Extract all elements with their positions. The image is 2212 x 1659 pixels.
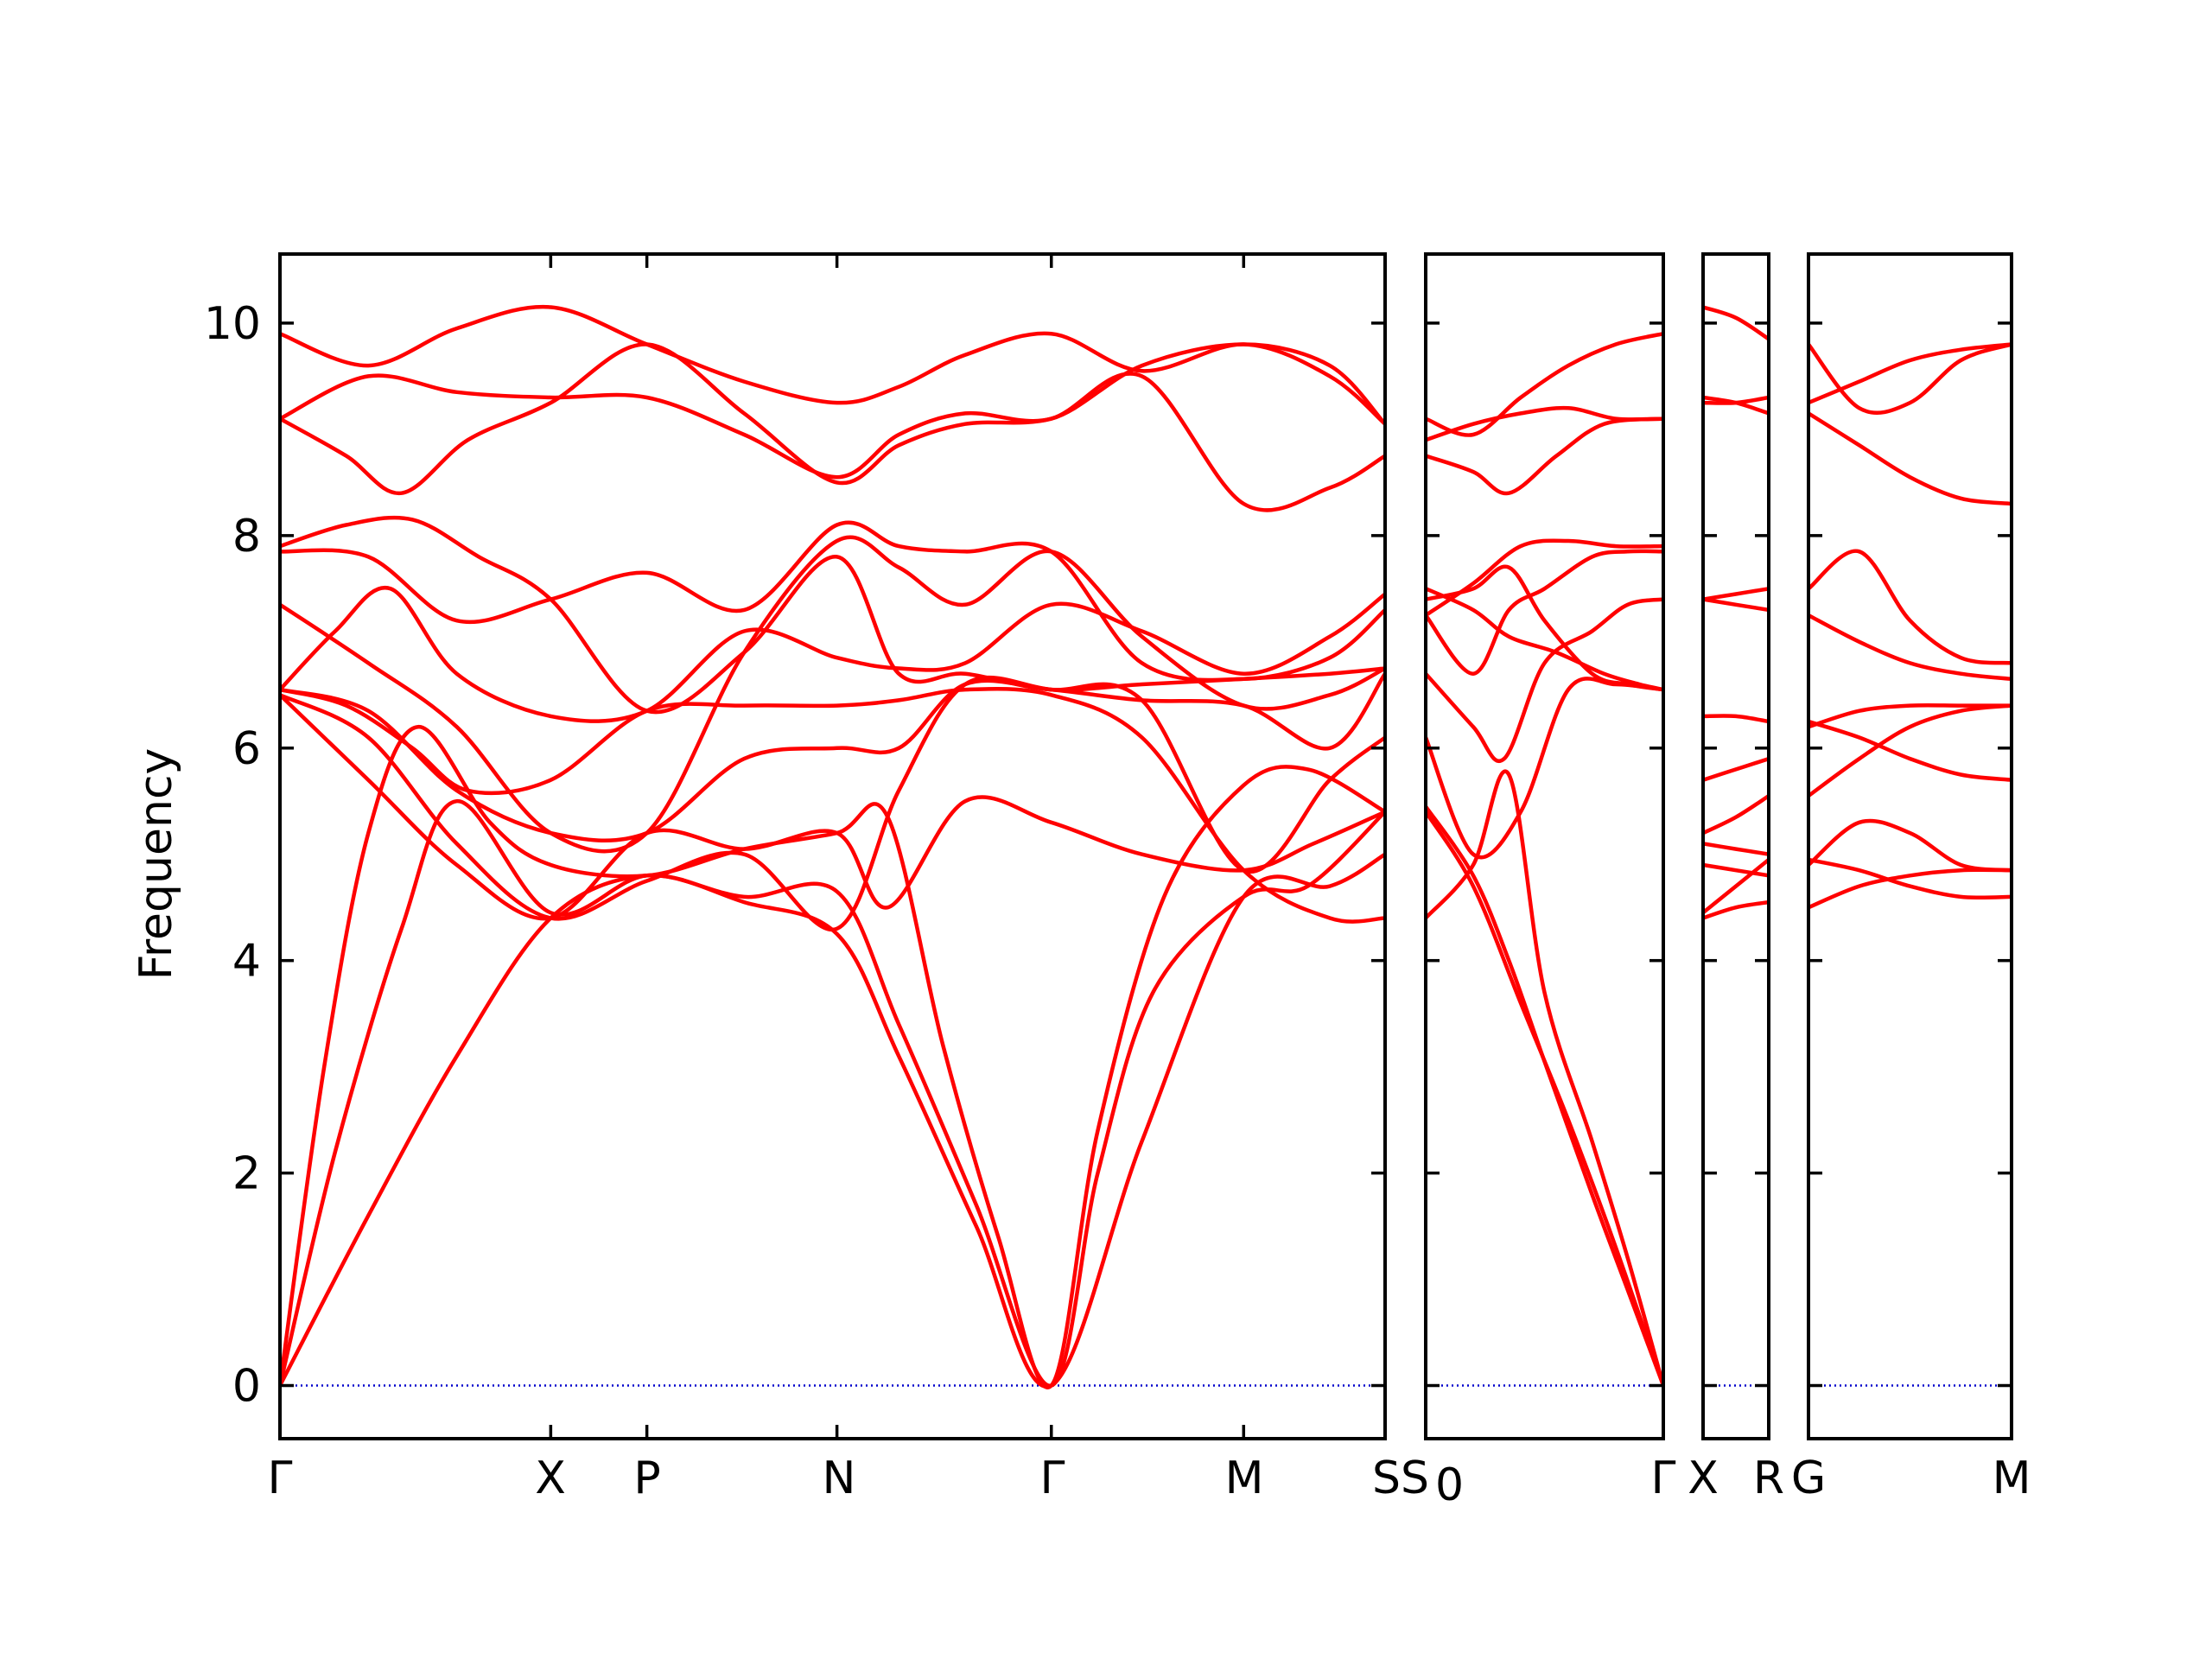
band-line-8 (1703, 597, 1769, 613)
band-line-2 (1703, 857, 1769, 915)
band-line-12 (1703, 305, 1769, 341)
x-label: X (1688, 1452, 1719, 1504)
band-line-4 (1808, 703, 2012, 798)
band-line-4 (280, 693, 1385, 921)
band-line-8 (280, 585, 1385, 723)
band-line-7 (1808, 613, 2012, 682)
band-line-6 (1808, 719, 2012, 782)
x-label: G (1791, 1452, 1826, 1504)
band-line-6 (1426, 549, 1663, 676)
plot-panels (278, 252, 2013, 1440)
band-line-3 (1808, 818, 2012, 873)
band-line-9 (1808, 411, 2012, 506)
y-axis-label: Frequency (130, 748, 182, 981)
x-label: R (1753, 1452, 1784, 1504)
band-line-1 (1426, 810, 1663, 1388)
band-line-9 (1703, 587, 1769, 601)
band-line-8 (1426, 587, 1663, 692)
band-line-5 (1703, 793, 1769, 836)
panel-3 (1701, 252, 1770, 1440)
band-line-9 (280, 535, 1385, 854)
phonon-bands (1426, 331, 1663, 1388)
band-line-2 (1426, 804, 1663, 1388)
x-label: P (633, 1452, 660, 1504)
panel-frame (1701, 252, 1770, 1440)
band-line-3 (1703, 862, 1769, 878)
band-line-12 (1426, 331, 1663, 437)
y-tick-labels: 0 2 4 6 8 10 (204, 298, 261, 1413)
x-label: Γ (1651, 1452, 1676, 1504)
x-label: SS (1372, 1452, 1429, 1504)
band-line-9 (1426, 538, 1663, 618)
band-line-1 (1703, 899, 1769, 920)
x-label: M (1225, 1452, 1264, 1504)
band-line-4 (1426, 677, 1663, 860)
x-label: N (823, 1452, 856, 1504)
band-line-7 (1426, 564, 1663, 692)
phonon-bands (280, 304, 1385, 1389)
band-line-8 (1808, 549, 2012, 665)
x-label: X (535, 1452, 566, 1504)
band-line-3 (280, 724, 1385, 1389)
band-line-1 (1808, 868, 2012, 910)
band-line-7 (280, 686, 1385, 924)
band-line-4 (1703, 842, 1769, 856)
band-line-1 (280, 852, 1385, 1389)
band-line-10 (1426, 416, 1663, 496)
band-line-10 (1808, 342, 2012, 416)
band-line-6 (1703, 756, 1769, 782)
y-tick-label: 2 (232, 1148, 261, 1200)
band-line-2 (1808, 857, 2012, 900)
panel-2 (1424, 252, 1665, 1440)
band-line-3 (1426, 769, 1663, 1388)
band-line-5 (1426, 597, 1663, 763)
x-label: Γ (1040, 1452, 1065, 1504)
band-line-2 (280, 798, 1385, 1388)
y-tick-label: 0 (232, 1361, 261, 1413)
band-line-11 (1808, 342, 2012, 405)
y-tick-label: 6 (232, 723, 261, 775)
phonon-bands (1808, 342, 2012, 910)
band-line-7 (1703, 714, 1769, 724)
panel-frame (278, 252, 1387, 1440)
panel-4 (1807, 252, 2013, 1440)
x-label-subscript: 0 (1435, 1459, 1464, 1511)
y-tick-label: 4 (232, 936, 261, 988)
panel-frame (1424, 252, 1665, 1440)
y-tick-label: 10 (204, 298, 261, 350)
band-line-11 (280, 515, 1385, 715)
band-line-5 (1808, 702, 2012, 729)
band-line-11 (1703, 395, 1769, 416)
x-label: Γ (268, 1452, 293, 1504)
panel-frame (1807, 252, 2013, 1440)
band-line-11 (1426, 405, 1663, 442)
phonon-bands (1703, 305, 1769, 920)
band-line-6 (280, 671, 1385, 842)
x-tick-labels: Γ X P N Γ M SS 0 Γ X R G M (268, 1452, 2031, 1511)
panel-1 (278, 252, 1387, 1440)
band-line-14 (280, 304, 1385, 426)
band-line-12 (280, 342, 1385, 512)
y-tick-label: 8 (232, 511, 261, 563)
x-label: M (1993, 1452, 2031, 1504)
